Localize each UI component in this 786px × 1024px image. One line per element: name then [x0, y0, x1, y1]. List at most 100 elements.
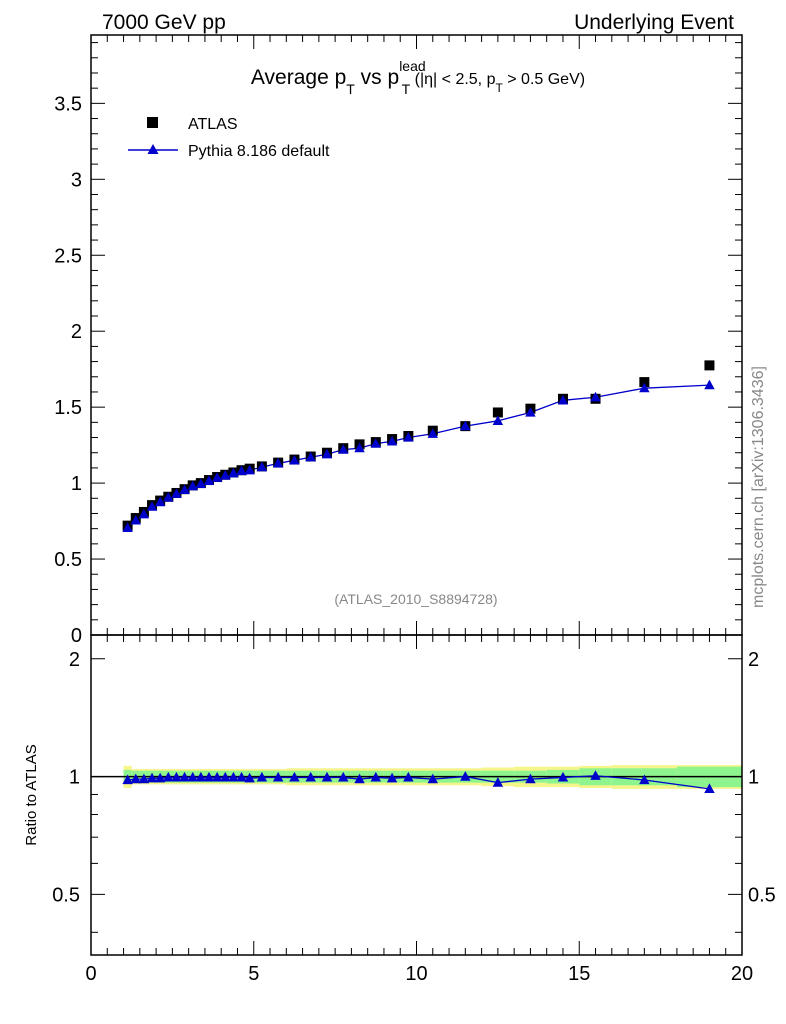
pythia-point: [154, 496, 166, 507]
main-ytick-label: 2: [71, 321, 82, 343]
pythia-line: [127, 384, 710, 529]
pythia-point: [427, 428, 438, 438]
ratio-ytick-label: 1: [69, 767, 80, 789]
pythia-point: [179, 484, 190, 495]
legend-atlas-marker: [147, 117, 158, 128]
header-left: 7000 GeV pp: [102, 11, 226, 34]
pythia-point: [138, 508, 150, 519]
xtick-label: 20: [731, 963, 753, 985]
ratio-pythia-point: [427, 773, 438, 784]
ratio-ytick-label: 0.5: [52, 884, 80, 906]
pythia-point: [460, 420, 471, 431]
ratio-pythia-point: [163, 771, 174, 782]
pythia-point: [171, 488, 182, 498]
main-axis-ticks: 0 0.5 1 1.5 2 2.5 3 3.5: [54, 35, 743, 647]
ratio-pythia-point: [289, 771, 300, 782]
legend: ATLAS Pythia 8.186 default: [128, 116, 330, 160]
pythia-point: [272, 457, 284, 468]
ratio-pythia-point: [211, 771, 223, 782]
pythia-point: [492, 415, 504, 425]
ratio-pythia-point: [130, 773, 141, 784]
main-ytick-label: 1.5: [54, 397, 82, 419]
legend-pythia-marker: [147, 144, 159, 154]
pythia-point: [228, 467, 239, 478]
ratio-pythia-point: [338, 771, 349, 782]
legend-pythia-label: Pythia 8.186 default: [188, 143, 330, 160]
ratio-pythia-point: [244, 772, 255, 783]
ratio-plot-frame: [90, 634, 743, 956]
pythia-series-points: [122, 379, 715, 533]
ratio-pythia-point: [272, 771, 284, 782]
main-ytick-label: 3: [71, 169, 82, 191]
pythia-point: [122, 522, 133, 533]
atlas-point: [639, 377, 650, 388]
pythia-point: [403, 432, 414, 442]
ratio-pythia-point: [146, 772, 158, 783]
ratio-pythia-point: [122, 774, 133, 785]
header-right: Underlying Event: [574, 11, 734, 34]
pythia-point: [146, 501, 158, 511]
analysis-watermark: (ATLAS_2010_S8894728): [334, 591, 497, 607]
ratio-ytick-label-right: 1: [748, 767, 759, 789]
ratio-pythia-point: [590, 770, 601, 780]
chart-title: Average pT vs plead T (|η| < 2.5, pT > 0.…: [251, 58, 585, 97]
ratio-pythia-point: [203, 771, 215, 782]
pythia-point: [220, 470, 231, 480]
ratio-ytick-label-right: 2: [748, 649, 759, 671]
ratio-pythia-point: [236, 771, 247, 782]
atlas-point: [492, 407, 503, 418]
ratio-pythia-point: [220, 771, 231, 782]
ratio-pythia-point: [154, 772, 166, 783]
pythia-point: [203, 475, 215, 485]
atlas-point: [704, 360, 715, 371]
main-ytick-label: 3.5: [54, 93, 82, 115]
pythia-point: [370, 438, 382, 448]
ratio-pythia-point: [403, 771, 414, 782]
pythia-point: [525, 406, 536, 417]
ratio-pythia-point: [386, 772, 398, 783]
atlas-series-points: [122, 360, 715, 531]
xtick-label: 0: [85, 963, 96, 985]
ratio-pythia-point: [171, 771, 182, 782]
ratio-axis-ticks: 0.5 0.51 12 20 5 10 15 20: [52, 635, 776, 985]
pythia-point: [163, 492, 174, 502]
main-ytick-label: 0.5: [54, 549, 82, 571]
ratio-pythia-point: [704, 783, 715, 794]
ratio-pythia-point: [195, 771, 207, 782]
pythia-point: [590, 391, 601, 402]
pythia-point: [256, 461, 268, 472]
main-ytick-label: 1: [71, 473, 82, 495]
ratio-pythia-point: [492, 777, 504, 787]
pythia-point: [704, 379, 715, 390]
pythia-series-line: [127, 384, 710, 529]
pythia-point: [211, 472, 223, 482]
ratio-pythia-point: [305, 771, 316, 782]
ratio-axis-label: Ratio to ATLAS: [23, 744, 40, 845]
ratio-pythia-point: [179, 771, 190, 782]
ratio-pythia-point: [639, 774, 650, 785]
pythia-point: [354, 442, 365, 453]
ratio-pythia-point: [525, 773, 536, 784]
ratio-pythia-point: [228, 771, 239, 782]
legend-atlas-label: ATLAS: [188, 116, 238, 133]
pythia-point: [338, 444, 349, 454]
pythia-point: [244, 464, 255, 475]
ratio-ytick-label: 2: [69, 649, 80, 671]
mcplots-side-label: mcplots.cern.ch [arXiv:1306.3436]: [750, 366, 767, 608]
pythia-point: [557, 394, 569, 405]
pythia-point: [305, 451, 316, 462]
pythia-point: [386, 435, 398, 446]
main-ytick-label: 0: [71, 625, 82, 647]
pythia-point: [236, 465, 247, 476]
ratio-pythia-point: [187, 771, 198, 782]
xtick-label: 10: [405, 963, 427, 985]
ratio-pythia-point: [354, 773, 365, 784]
ratio-pythia-point: [460, 771, 471, 781]
pythia-point: [187, 480, 198, 491]
pythia-point: [289, 454, 300, 465]
main-ytick-label: 2.5: [54, 245, 82, 267]
pythia-point: [195, 478, 207, 488]
ratio-pythia-point: [370, 771, 382, 782]
pythia-point: [639, 382, 650, 393]
